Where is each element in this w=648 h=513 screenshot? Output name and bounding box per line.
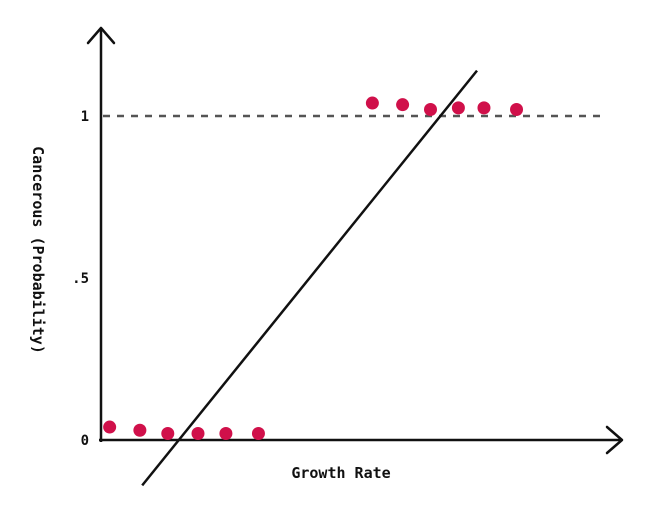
data-point	[251, 427, 265, 441]
data-point	[365, 96, 379, 110]
data-point	[161, 427, 175, 441]
y-tick-label: 0	[81, 433, 89, 449]
data-point	[103, 420, 117, 434]
data-point	[477, 101, 491, 115]
x-axis-title: Growth Rate	[291, 464, 390, 482]
fit-line	[141, 69, 478, 487]
y-tick-label: 1	[81, 109, 89, 125]
data-point	[219, 427, 233, 441]
y-axis-title: Cancerous (Probability)	[29, 146, 47, 354]
y-tick-label: .5	[72, 271, 89, 287]
data-point	[191, 427, 205, 441]
x-axis-arrow-icon	[605, 425, 624, 455]
data-point	[396, 98, 410, 112]
data-point	[451, 101, 465, 115]
data-point	[510, 103, 524, 117]
data-point	[424, 103, 437, 117]
y-axis-arrow-icon	[86, 26, 116, 45]
data-point	[133, 423, 147, 437]
